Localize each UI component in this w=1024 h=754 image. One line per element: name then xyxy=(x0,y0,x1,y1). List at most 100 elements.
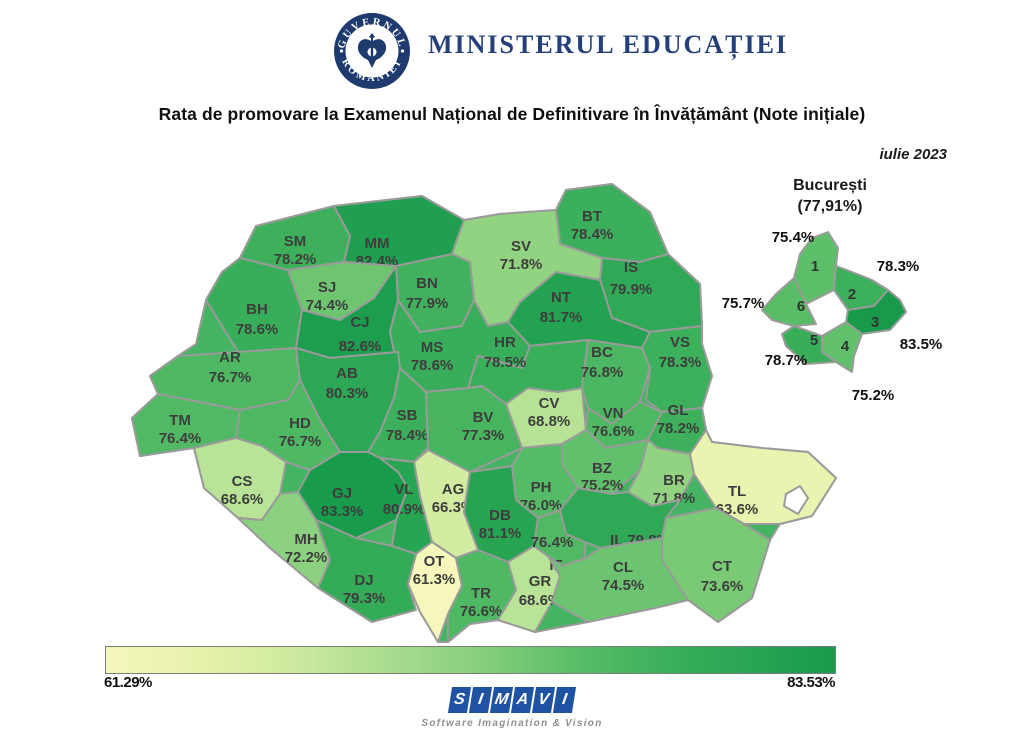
county-GL-label: GL xyxy=(668,402,689,419)
county-CJ-value: 82.6% xyxy=(339,338,382,355)
county-CT-region xyxy=(661,507,771,623)
county-BC-label: BC xyxy=(591,344,613,361)
county-CS-label: CS xyxy=(232,473,253,490)
county-AR-label: AR xyxy=(219,349,241,366)
county-BV-label: BV xyxy=(473,409,494,426)
county-BC-value: 76.8% xyxy=(581,364,624,381)
county-MS-label: MS xyxy=(421,339,444,356)
county-TR-label: TR xyxy=(471,585,491,602)
county-CL-label: CL xyxy=(613,559,633,576)
legend-min-label: 61.29% xyxy=(104,674,152,691)
bucharest-heading: București (77,91%) xyxy=(770,175,890,217)
county-VS-value: 78.3% xyxy=(659,354,702,371)
county-MS-value: 78.6% xyxy=(411,357,454,374)
county-BV-value: 77.3% xyxy=(462,427,505,444)
bucharest-sector-6-region xyxy=(761,277,817,327)
ministry-title: MINISTERUL EDUCAȚIEI xyxy=(428,30,789,59)
county-CT-label: CT xyxy=(712,558,732,575)
eagle-emblem-icon xyxy=(357,33,387,68)
county-TL-label: TL xyxy=(728,483,746,500)
county-VL-value: 80.9% xyxy=(383,501,426,518)
county-IS-label: IS xyxy=(624,259,638,276)
county-MH-value: 72.2% xyxy=(285,549,328,566)
page-title: Rata de promovare la Examenul Național d… xyxy=(158,104,866,124)
county-MM-label: MM xyxy=(365,235,390,252)
county-BH-value: 78.6% xyxy=(236,321,279,338)
legend-gradient-bar xyxy=(105,646,836,674)
county-SV-value: 71.8% xyxy=(500,256,543,273)
simavi-letter-1: I xyxy=(468,687,493,713)
county-DJ-value: 79.3% xyxy=(343,590,386,607)
county-SJ-value: 74.4% xyxy=(306,297,349,314)
county-TR-value: 76.6% xyxy=(460,603,503,620)
county-SJ-label: SJ xyxy=(318,279,336,296)
county-PH-label: PH xyxy=(531,479,552,496)
date-label: iulie 2023 xyxy=(879,146,947,163)
government-of-romania-logo: GUVERNUL ROMÂNIEI xyxy=(334,13,410,89)
county-TR-region xyxy=(447,549,517,643)
logo-dot-left xyxy=(339,49,344,53)
county-MH-label: MH xyxy=(294,531,317,548)
bucharest-sector-3-number: 3 xyxy=(871,314,879,331)
county-VL-label: VL xyxy=(394,481,413,498)
bucharest-sector-6-number: 6 xyxy=(797,298,805,315)
bucharest-sector-5-region xyxy=(781,325,837,365)
county-AR-value: 76.7% xyxy=(209,369,252,386)
bucharest-sector-2-value: 78.3% xyxy=(877,258,920,275)
county-BZ-label: BZ xyxy=(592,460,612,477)
county-BN-label: BN xyxy=(416,275,438,292)
county-SM-label: SM xyxy=(284,233,307,250)
county-IS-value: 79.9% xyxy=(610,281,653,298)
county-HR-value: 78.5% xyxy=(484,354,527,371)
simavi-letter-3: A xyxy=(510,687,535,713)
bucharest-name: București xyxy=(793,177,867,194)
county-GR-value: 68.6% xyxy=(519,592,562,609)
county-TM-label: TM xyxy=(169,412,191,429)
county-PH-value: 76.0% xyxy=(520,497,563,514)
county-BR-label: BR xyxy=(663,472,685,489)
county-HR-label: HR xyxy=(494,334,516,351)
county-VS-region xyxy=(641,325,713,413)
simavi-letter-4: V xyxy=(531,687,556,713)
simavi-tagline: Software Imagination & Vision xyxy=(421,718,603,729)
bucharest-sector-1-number: 1 xyxy=(811,258,819,275)
county-BN-value: 77.9% xyxy=(406,295,449,312)
county-CL-value: 74.5% xyxy=(602,577,645,594)
county-BT-value: 78.4% xyxy=(571,226,614,243)
county-VS-label: VS xyxy=(670,334,690,351)
county-DB-value: 81.1% xyxy=(479,525,522,542)
county-GJ-value: 83.3% xyxy=(321,503,364,520)
county-CV-label: CV xyxy=(539,395,560,412)
bucharest-sector-1-value: 75.4% xyxy=(772,229,815,246)
bucharest-sector-6-value: 75.7% xyxy=(722,295,765,312)
bucharest-sector-4-value: 75.2% xyxy=(852,387,895,404)
county-SV-label: SV xyxy=(511,238,531,255)
bucharest-overall-rate: (77,91%) xyxy=(797,198,863,215)
county-CJ-label: CJ xyxy=(350,314,369,331)
bucharest-sector-3-value: 83.5% xyxy=(900,336,943,353)
county-OT-value: 61.3% xyxy=(413,571,456,588)
county-AG-label: AG xyxy=(442,481,465,498)
county-NT-label: NT xyxy=(551,289,571,306)
bucharest-sector-2-number: 2 xyxy=(848,286,856,303)
county-CV-value: 68.8% xyxy=(528,413,571,430)
simavi-letter-5: I xyxy=(552,687,577,713)
county-GL-value: 78.2% xyxy=(657,420,700,437)
county-AB-value: 80.3% xyxy=(326,385,369,402)
county-CS-value: 68.6% xyxy=(221,491,264,508)
legend-max-label: 83.53% xyxy=(787,674,835,691)
county-GR-label: GR xyxy=(529,573,552,590)
county-SM-value: 78.2% xyxy=(274,251,317,268)
county-CS-region xyxy=(193,437,287,521)
county-TM-value: 76.4% xyxy=(159,430,202,447)
county-HD-value: 76.7% xyxy=(279,433,322,450)
county-CT-value: 73.6% xyxy=(701,578,744,595)
county-OT-label: OT xyxy=(424,553,445,570)
county-BT-label: BT xyxy=(582,208,602,225)
simavi-letter-0: S xyxy=(447,687,472,713)
county-BH-label: BH xyxy=(246,301,268,318)
